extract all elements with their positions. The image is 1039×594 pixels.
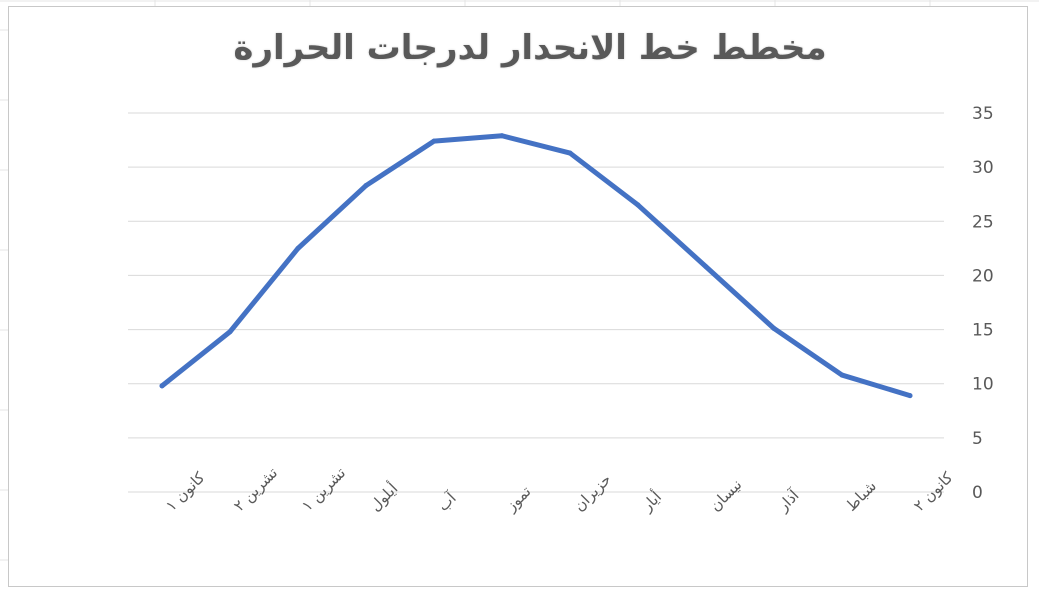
- x-tick-label: أيلول: [365, 479, 401, 515]
- chart-title: مخطط خط الانحدار لدرجات الحرارة: [233, 28, 827, 68]
- x-tick-label: تشرين ١: [298, 464, 349, 515]
- y-tick-label: 35: [972, 104, 994, 124]
- data-point: [295, 245, 301, 251]
- x-tick-label: آذار: [773, 486, 803, 516]
- data-point: [227, 329, 233, 335]
- series-line: [159, 133, 913, 399]
- data-point: [363, 183, 369, 189]
- y-tick-label: 20: [972, 266, 994, 286]
- data-point: [635, 202, 641, 208]
- x-tick-label: نيسان: [706, 475, 745, 514]
- y-tick-label: 0: [972, 483, 983, 503]
- x-axis-tick-labels: كانون ١ تشرين ٢ تشرين ١ أيلول آب تموز حزيران أي…: [162, 464, 957, 516]
- chart-area[interactable]: [8, 6, 1028, 587]
- data-point: [703, 264, 709, 270]
- y-tick-label: 25: [972, 212, 994, 232]
- y-tick-label: 10: [972, 375, 994, 395]
- x-tick-label: كانون ٢: [910, 468, 957, 515]
- data-point: [499, 133, 505, 139]
- x-tick-label: تشرين ٢: [230, 464, 281, 515]
- y-axis-tick-labels: 0 5 10 15 20 25 30 35: [972, 104, 994, 503]
- x-tick-label: شباط: [842, 477, 880, 515]
- x-tick-label: آب: [434, 489, 460, 515]
- data-point: [567, 150, 573, 156]
- x-tick-label: كانون ١: [162, 468, 209, 515]
- data-point: [159, 383, 165, 389]
- x-tick-label: تموز: [501, 482, 534, 515]
- y-tick-label: 15: [972, 321, 994, 341]
- data-point: [431, 138, 437, 144]
- data-point: [771, 325, 777, 331]
- series: [159, 133, 913, 399]
- data-point: [839, 372, 845, 378]
- x-tick-label: أيار: [637, 487, 665, 515]
- gridlines: [128, 112, 944, 493]
- data-point: [907, 393, 913, 399]
- y-tick-label: 30: [972, 158, 994, 178]
- y-tick-label: 5: [972, 429, 983, 449]
